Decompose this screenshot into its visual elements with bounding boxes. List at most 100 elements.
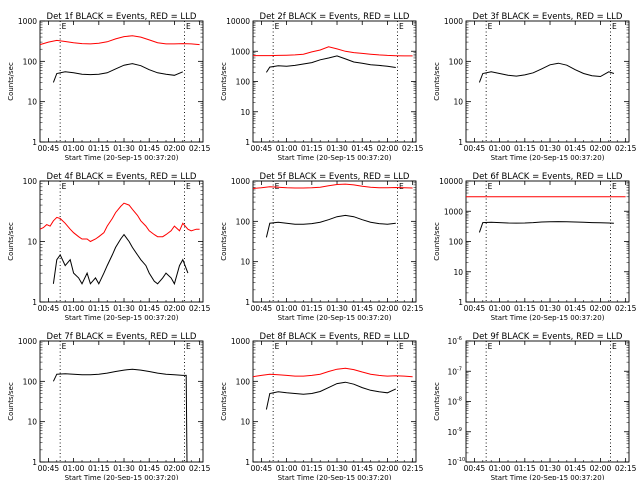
panel-6-event-marker-label: E	[488, 182, 493, 191]
panel-1-event-marker-label: E	[186, 22, 191, 31]
panel-2-xtick-label: 00:45	[251, 144, 273, 153]
panel-6-ytick-label: 10	[453, 268, 463, 277]
panel-3-xtick-label: 02:00	[590, 144, 612, 153]
panel-8-axes-box	[252, 340, 417, 463]
panel-8-ytick-label: 1000	[231, 337, 250, 346]
panel-2-lld-line	[253, 46, 413, 57]
panel-5-xtick-label: 02:15	[402, 304, 424, 313]
panel-1-xtick-label: 01:00	[63, 144, 85, 153]
panel-4-xtick-label: 01:00	[63, 304, 85, 313]
panel-6-xtick-label: 01:45	[564, 304, 586, 313]
panel-7-xtick-label: 01:15	[88, 464, 110, 473]
panel-7-event-marker-label: E	[62, 342, 67, 351]
panel-3-axes-box	[465, 20, 630, 143]
panel-4-axes-box	[39, 180, 204, 303]
panel-1-ytick-label: 1	[32, 138, 37, 147]
panel-1-xtick-label: 01:30	[113, 144, 135, 153]
panel-2-ytick-label: 10	[240, 108, 250, 117]
panel-9-ytick-label-exp: -6	[457, 336, 462, 342]
panel-3-xlabel: Start Time (20-Sep-15 00:37:20)	[491, 154, 605, 162]
panel-1-ytick-label: 10	[27, 98, 37, 107]
panel-2-axes-box	[252, 20, 417, 143]
panel-8-lld-line	[252, 367, 413, 378]
panel-8: Det 8f BLACK = Events, RED = LLD Counts/s…	[220, 332, 424, 480]
panel-9-ytick-label-base: 10	[447, 428, 457, 437]
panel-1-events-line	[52, 63, 183, 83]
panel-6-ytick-label: 1000	[444, 207, 463, 216]
panel-4-ytick-label: 10	[27, 238, 37, 247]
panel-4-ytick-label: 1	[32, 298, 37, 307]
panel-5-ylabel: Counts/sec	[220, 222, 228, 261]
panel-1-ytick-label: 1000	[18, 17, 37, 26]
panel-9-xlabel: Start Time (20-Sep-15 00:37:20)	[491, 474, 605, 480]
panel-5-title: Det 5f BLACK = Events, RED = LLD	[260, 172, 410, 182]
panel-6-ytick-label: 1	[458, 298, 463, 307]
panel-2-xtick-label: 01:15	[301, 144, 323, 153]
panel-9-ylabel: Counts/sec	[433, 382, 441, 421]
panel-5-xtick-label: 01:15	[301, 304, 323, 313]
panel-4-ylabel: Counts/sec	[7, 222, 15, 261]
panel-3-ytick-label: 100	[449, 57, 464, 66]
panel-5-xtick-label: 02:00	[377, 304, 399, 313]
panel-1-xtick-label: 01:45	[138, 144, 160, 153]
panel-6-xtick-label: 00:45	[464, 304, 486, 313]
panel-5-event-marker-label: E	[399, 182, 404, 191]
panel-2-xtick-label: 01:30	[326, 144, 348, 153]
panel-4-ytick-label: 100	[23, 177, 38, 186]
panel-3-xtick-label: 02:15	[615, 144, 637, 153]
panel-1-xtick-label: 02:00	[164, 144, 186, 153]
panel-5-xlabel: Start Time (20-Sep-15 00:37:20)	[278, 314, 392, 322]
panel-2-xtick-label: 02:15	[402, 144, 424, 153]
panel-2-xtick-label: 01:45	[351, 144, 373, 153]
panel-1-xtick-label: 02:15	[189, 144, 211, 153]
panel-1-event-marker-label: E	[62, 22, 67, 31]
panel-9-event-marker-label: E	[488, 342, 493, 351]
panel-8-event-marker-label: E	[275, 342, 280, 351]
panel-9-xtick-label: 01:00	[489, 464, 511, 473]
panel-9-ytick-label-base: 10	[447, 367, 457, 376]
panel-8-xtick-label: 02:15	[402, 464, 424, 473]
panel-2-events-line	[265, 55, 396, 73]
panel-7-xtick-label: 01:45	[138, 464, 160, 473]
panel-7-xlabel: Start Time (20-Sep-15 00:37:20)	[65, 474, 179, 480]
panel-6-xtick-label: 02:00	[590, 304, 612, 313]
panel-8-event-marker-label: E	[399, 342, 404, 351]
panel-6-ylabel: Counts/sec	[433, 222, 441, 261]
panel-8-events-line	[265, 381, 397, 410]
panel-9-ytick-label-base: 10	[447, 337, 457, 346]
panel-7-axes-box	[39, 340, 204, 463]
panel-8-ylabel: Counts/sec	[220, 382, 228, 421]
panel-7-event-marker-label: E	[186, 342, 191, 351]
panel-7-ylabel: Counts/sec	[7, 382, 15, 421]
panel-5-ytick-label: 100	[236, 217, 251, 226]
panel-6-event-marker-label: E	[612, 182, 617, 191]
panel-3-xtick-label: 01:30	[539, 144, 561, 153]
panel-6-ytick-label: 100	[449, 238, 464, 247]
panel-3: Det 3f BLACK = Events, RED = LLD Counts/s…	[433, 12, 637, 162]
panel-8-xtick-label: 00:45	[251, 464, 273, 473]
panel-5-xtick-label: 01:45	[351, 304, 373, 313]
panel-5-ytick-label: 10	[240, 258, 250, 267]
panel-4-xtick-label: 01:15	[88, 304, 110, 313]
panel-9-xtick-label: 01:45	[564, 464, 586, 473]
panel-9-xtick-label: 00:45	[464, 464, 486, 473]
panel-7-xtick-label: 02:15	[189, 464, 211, 473]
panel-7-ytick-label: 10	[27, 418, 37, 427]
panel-1-axes-box	[39, 20, 204, 143]
panel-5: Det 5f BLACK = Events, RED = LLD Counts/s…	[220, 172, 424, 322]
panel-8-xtick-label: 02:00	[377, 464, 399, 473]
panel-1-xtick-label: 00:45	[38, 144, 60, 153]
panel-4-events-line	[52, 233, 189, 286]
panel-9-xtick-label: 01:15	[514, 464, 536, 473]
panel-1-ytick-label: 100	[23, 57, 38, 66]
panel-3-events-line	[478, 62, 615, 83]
panel-3-xtick-label: 01:00	[489, 144, 511, 153]
panel-9-ytick-label-exp: -7	[457, 366, 462, 372]
panel-9-ytick-label-exp: -10	[457, 457, 465, 463]
panel-9-ytick-label-exp: -9	[457, 427, 462, 433]
panel-8-ytick-label: 1	[245, 458, 250, 467]
panel-4-xtick-label: 01:45	[138, 304, 160, 313]
panel-2-event-marker-label: E	[399, 22, 404, 31]
panel-2-ytick-label: 1000	[231, 47, 250, 56]
